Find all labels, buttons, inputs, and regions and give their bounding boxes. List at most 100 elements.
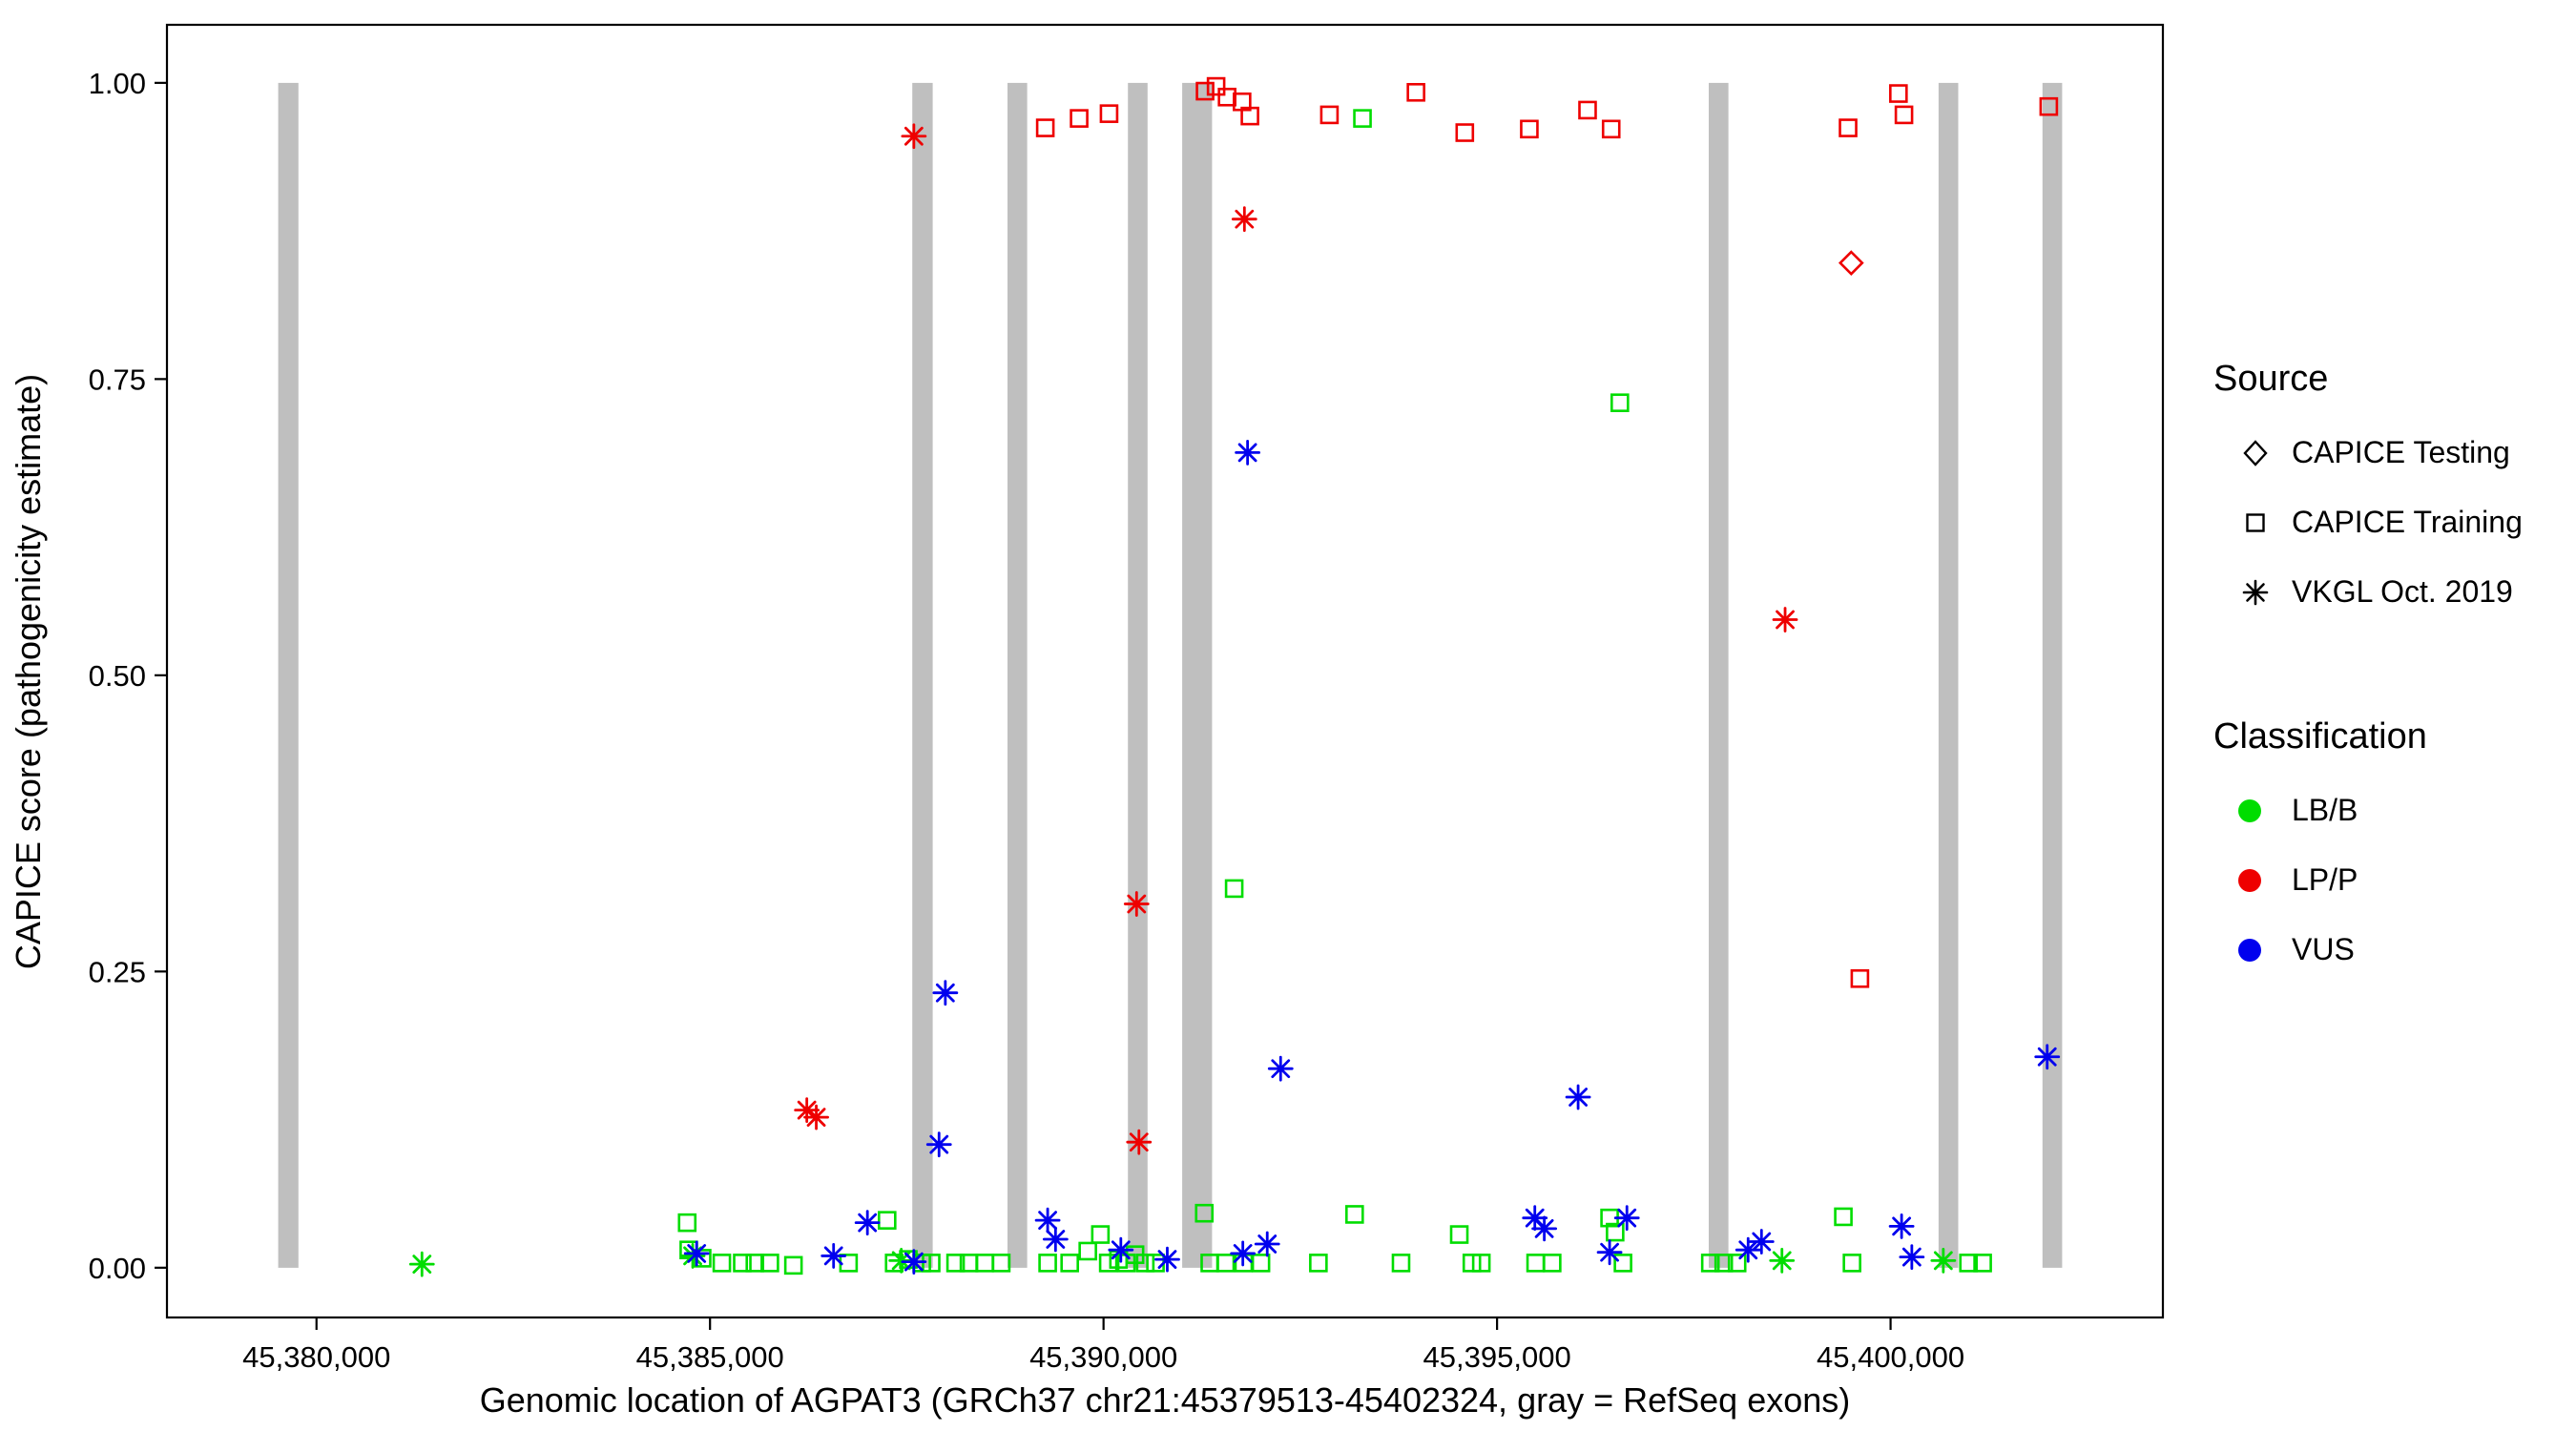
square-icon — [2238, 506, 2292, 540]
data-point — [1838, 250, 1864, 276]
y-tick-label: 1.00 — [89, 67, 146, 100]
diamond-icon — [2238, 436, 2292, 470]
legend-item-label: VUS — [2292, 932, 2355, 966]
data-point — [878, 1211, 897, 1230]
data-point — [1850, 968, 1870, 988]
data-point — [1108, 1236, 1134, 1263]
data-point — [1455, 123, 1475, 142]
data-point — [854, 1210, 881, 1236]
data-point — [1596, 1239, 1623, 1266]
data-point — [1309, 1254, 1328, 1273]
axis-ticks: 45,380,000 45,385,000 45,390,000 45,395,000… — [89, 67, 1964, 1374]
data-point — [1215, 1254, 1236, 1273]
lpp-dot-icon — [2238, 868, 2261, 892]
legend-item-label: CAPICE Training — [2292, 505, 2523, 539]
data-point — [1471, 1254, 1491, 1273]
data-point — [1769, 1247, 1796, 1274]
y-tick-label: 0.00 — [89, 1252, 146, 1285]
data-point — [1154, 1246, 1180, 1273]
data-point — [1195, 1203, 1215, 1223]
data-point — [932, 980, 959, 1006]
data-point — [1098, 1254, 1118, 1273]
data-point — [1091, 1225, 1111, 1244]
exon-bar — [1182, 82, 1213, 1268]
data-point — [1526, 1254, 1546, 1273]
data-point — [1613, 1205, 1640, 1232]
data-point — [1406, 82, 1425, 102]
legend-source-title: Source — [2213, 359, 2329, 399]
data-point — [1099, 104, 1119, 123]
legend-item-lpp: LP/P — [2213, 845, 2523, 915]
data-point — [783, 1255, 803, 1275]
x-tick-label: 45,395,000 — [1423, 1340, 1571, 1374]
data-point — [1930, 1247, 1957, 1274]
exon-bar — [1128, 82, 1148, 1268]
x-tick-label: 45,385,000 — [636, 1340, 784, 1374]
data-point — [945, 1254, 966, 1273]
data-point — [1889, 84, 1908, 103]
asterisk-icon — [2238, 575, 2292, 610]
data-point — [1123, 891, 1150, 917]
data-point — [2039, 96, 2059, 116]
legend-item-label: LP/P — [2292, 862, 2358, 897]
data-point — [888, 1247, 915, 1274]
exon-bar — [912, 82, 933, 1268]
data-point — [1543, 1254, 1562, 1273]
data-point — [1251, 1254, 1271, 1273]
data-point — [683, 1240, 710, 1267]
data-point — [1038, 1254, 1057, 1273]
y-axis-title: CAPICE score (pathogenicity estimate) — [9, 374, 48, 969]
data-point — [1195, 81, 1215, 101]
data-point — [1449, 1225, 1469, 1244]
data-point — [1070, 109, 1089, 128]
data-point — [408, 1251, 435, 1277]
data-point — [1391, 1254, 1411, 1273]
x-tick-label: 45,380,000 — [242, 1340, 390, 1374]
data-point — [1899, 1244, 1925, 1271]
x-axis-title: Genomic location of AGPAT3 (GRCh37 chr21… — [480, 1380, 1851, 1420]
data-point — [1126, 1129, 1153, 1155]
data-point — [839, 1254, 859, 1273]
exon-bar — [2042, 82, 2063, 1268]
data-point — [1240, 106, 1259, 126]
x-tick-label: 45,390,000 — [1029, 1340, 1177, 1374]
data-point — [1034, 1207, 1061, 1234]
data-point — [1353, 109, 1372, 128]
data-point — [1842, 1254, 1861, 1273]
data-point — [1714, 1254, 1734, 1273]
data-point — [1267, 1055, 1294, 1082]
data-point — [1224, 879, 1244, 899]
data-point — [1319, 105, 1340, 125]
exon-bar — [1008, 82, 1028, 1268]
y-tick-label: 0.25 — [89, 955, 146, 988]
data-point — [1217, 87, 1236, 107]
data-point — [1700, 1254, 1720, 1273]
data-point — [1135, 1254, 1155, 1273]
data-point — [1146, 1254, 1165, 1273]
y-tick-label: 0.75 — [89, 363, 146, 396]
data-point — [821, 1243, 847, 1269]
data-point — [1345, 1205, 1364, 1224]
data-point — [1522, 1205, 1548, 1232]
panel-border — [165, 23, 2165, 1319]
data-point — [1060, 1254, 1079, 1273]
data-point — [1531, 1215, 1558, 1242]
data-point — [1230, 1240, 1257, 1267]
legend: Source CAPICE Testing CAPICE Training VK… — [2213, 351, 2523, 985]
exon-layer — [278, 82, 2063, 1268]
data-point — [1578, 100, 1597, 120]
data-point — [901, 123, 927, 150]
data-point — [901, 1249, 927, 1275]
data-point — [1601, 119, 1621, 139]
data-point — [1973, 1254, 1992, 1273]
legend-classification-title: Classification — [2213, 716, 2427, 757]
legend-item-vus: VUS — [2213, 915, 2523, 985]
data-point — [1839, 118, 1858, 137]
data-point — [794, 1097, 821, 1124]
data-point — [2034, 1044, 2061, 1070]
data-point — [1254, 1231, 1280, 1257]
legend-item-capice-training: CAPICE Training — [2213, 487, 2523, 557]
data-point — [733, 1254, 752, 1273]
